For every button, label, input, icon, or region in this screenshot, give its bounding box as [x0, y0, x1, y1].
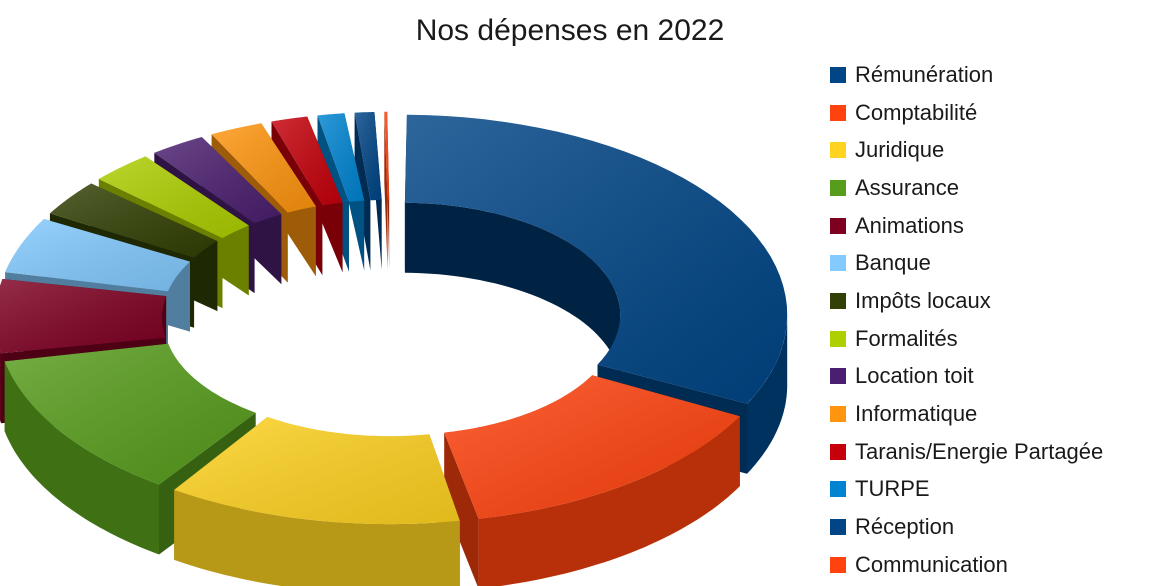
pie-slice-reception — [354, 112, 382, 271]
legend-label: Assurance — [855, 174, 959, 200]
legend-item-banque: Banque — [830, 244, 1103, 282]
legend-label: Impôts locaux — [855, 287, 991, 313]
legend-label: Communication — [855, 551, 1008, 577]
legend-item-communication: Communication — [830, 546, 1103, 584]
chart-title: Nos dépenses en 2022 — [415, 14, 725, 47]
legend-swatch — [830, 368, 846, 385]
legend-swatch — [830, 142, 846, 159]
legend-item-informatique: Informatique — [830, 395, 1103, 433]
legend-item-turpe: TURPE — [830, 471, 1103, 509]
legend-item-taranis-energie-partagee: Taranis/Energie Partagée — [830, 433, 1103, 471]
legend-item-reception: Réception — [830, 508, 1103, 546]
legend-label: Animations — [855, 212, 964, 238]
legend-swatch — [830, 217, 846, 234]
chart-legend: Rémunération Comptabilité Juridique Assuran… — [830, 56, 1103, 584]
legend-label: Réception — [855, 514, 955, 540]
legend-label: Rémunération — [855, 61, 994, 87]
legend-item-impots-locaux: Impôts locaux — [830, 282, 1103, 320]
pie-slice-communication — [384, 111, 390, 270]
legend-item-animations: Animations — [830, 207, 1103, 245]
donut-chart — [0, 111, 788, 586]
legend-swatch — [830, 406, 846, 423]
legend-swatch — [830, 519, 846, 536]
legend-swatch — [830, 330, 846, 347]
legend-label: Informatique — [855, 401, 978, 427]
legend-swatch — [830, 66, 846, 83]
legend-item-assurance: Assurance — [830, 169, 1103, 207]
legend-swatch — [830, 292, 846, 309]
legend-item-location-toit: Location toit — [830, 358, 1103, 396]
legend-label: Comptabilité — [855, 99, 978, 125]
pie-slice-comptabilite — [444, 375, 740, 586]
legend-swatch — [830, 255, 846, 272]
pie-slice-juridique — [174, 416, 460, 586]
legend-swatch — [830, 481, 846, 498]
legend-item-formalites: Formalités — [830, 320, 1103, 358]
legend-item-remuneration: Rémunération — [830, 56, 1103, 94]
legend-label: TURPE — [855, 476, 930, 502]
legend-swatch — [830, 104, 846, 121]
legend-label: Taranis/Energie Partagée — [855, 438, 1104, 464]
legend-label: Banque — [855, 250, 931, 276]
legend-label: Formalités — [855, 325, 958, 351]
legend-swatch — [830, 443, 846, 460]
legend-item-comptabilite: Comptabilité — [830, 94, 1103, 132]
legend-swatch — [830, 179, 846, 196]
legend-item-juridique: Juridique — [830, 131, 1103, 169]
legend-label: Juridique — [855, 137, 945, 163]
legend-swatch — [830, 556, 846, 573]
legend-label: Location toit — [855, 363, 974, 389]
